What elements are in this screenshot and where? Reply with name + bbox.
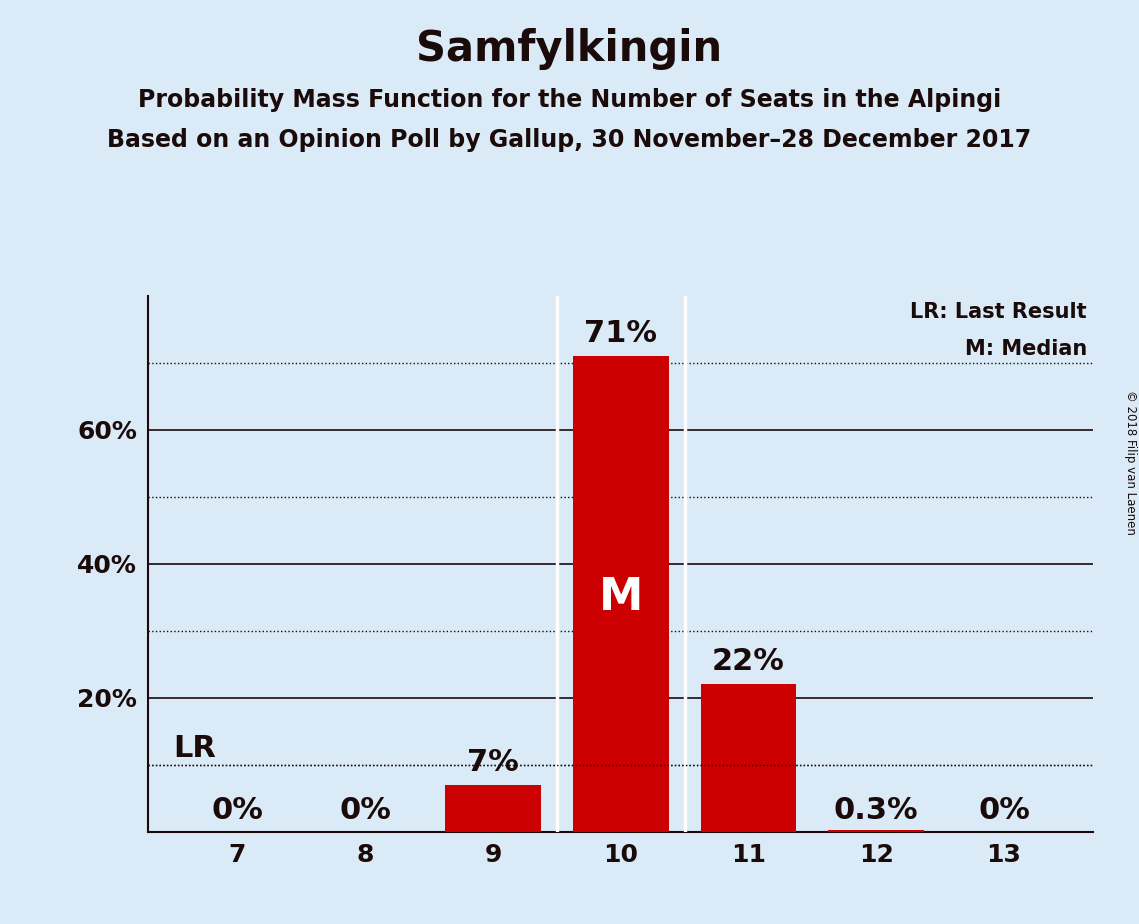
Text: M: M xyxy=(599,576,642,619)
Text: Based on an Opinion Poll by Gallup, 30 November–28 December 2017: Based on an Opinion Poll by Gallup, 30 N… xyxy=(107,128,1032,152)
Text: 0%: 0% xyxy=(339,796,391,825)
Text: Samfylkingin: Samfylkingin xyxy=(417,28,722,69)
Bar xyxy=(700,684,796,832)
Bar xyxy=(445,784,541,832)
Text: LR: LR xyxy=(173,734,216,762)
Text: 22%: 22% xyxy=(712,647,785,676)
Bar xyxy=(828,830,924,832)
Bar xyxy=(573,356,669,832)
Text: LR: Last Result: LR: Last Result xyxy=(910,302,1087,322)
Text: 0%: 0% xyxy=(212,796,263,825)
Text: M: Median: M: Median xyxy=(965,339,1087,359)
Text: © 2018 Filip van Laenen: © 2018 Filip van Laenen xyxy=(1124,390,1137,534)
Text: Probability Mass Function for the Number of Seats in the Alpingi: Probability Mass Function for the Number… xyxy=(138,88,1001,112)
Text: 0.3%: 0.3% xyxy=(834,796,918,825)
Text: 7%: 7% xyxy=(467,748,519,777)
Text: 71%: 71% xyxy=(584,319,657,348)
Text: 0%: 0% xyxy=(978,796,1030,825)
